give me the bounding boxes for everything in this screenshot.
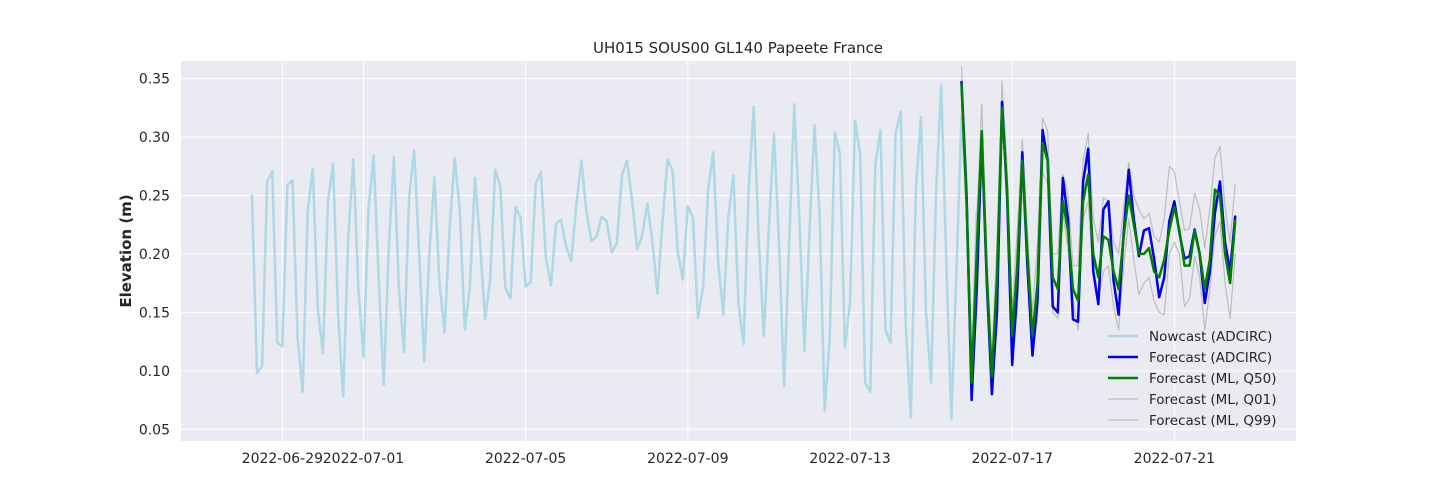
x-tick-label: 2022-07-09 [647,451,728,467]
legend-item-forecast-ml-q01: Forecast (ML, Q01) [1108,392,1277,408]
x-tick-label: 2022-07-17 [971,451,1052,467]
y-tick-label: 0.20 [139,247,170,263]
legend-label: Forecast (ML, Q99) [1149,413,1277,429]
x-tick-label: 2022-07-21 [1134,451,1215,467]
forecast-ml-q50-line [960,83,1237,384]
y-tick-label: 0.25 [139,188,170,204]
x-axis: 2022-06-29 2022-07-01 2022-07-05 2022-07-09… [242,451,1215,467]
y-axis-label: Elevation (m) [117,194,135,307]
x-tick-label: 2022-06-29 [242,451,323,467]
x-tick-label: 2022-07-05 [485,451,566,467]
legend-item-forecast-ml-q99: Forecast (ML, Q99) [1108,413,1277,429]
legend: Nowcast (ADCIRC) Forecast (ADCIRC) Forecas… [1108,329,1277,429]
y-tick-label: 0.15 [139,305,170,321]
y-axis: 0.05 0.10 0.15 0.20 0.25 0.30 0.35 [139,72,170,439]
legend-label: Forecast (ML, Q01) [1149,392,1277,408]
nowcast-adcirc-line [250,84,978,421]
legend-label: Forecast (ADCIRC) [1149,350,1272,366]
y-tick-label: 0.05 [139,422,170,438]
legend-label: Forecast (ML, Q50) [1149,371,1277,387]
y-tick-label: 0.30 [139,130,170,146]
forecast-ml-q99-line [960,66,1236,360]
legend-item-forecast-adcirc: Forecast (ADCIRC) [1108,350,1272,366]
series-layer [250,66,1237,421]
chart-title: UH015 SOUS00 GL140 Papeete France [593,39,883,57]
y-tick-label: 0.10 [139,364,170,380]
x-tick-label: 2022-07-13 [809,451,890,467]
legend-label: Nowcast (ADCIRC) [1149,329,1272,345]
x-tick-label: 2022-07-01 [323,451,404,467]
y-tick-label: 0.35 [139,72,170,88]
legend-item-nowcast-adcirc: Nowcast (ADCIRC) [1108,329,1272,345]
legend-item-forecast-ml-q50: Forecast (ML, Q50) [1108,371,1277,387]
